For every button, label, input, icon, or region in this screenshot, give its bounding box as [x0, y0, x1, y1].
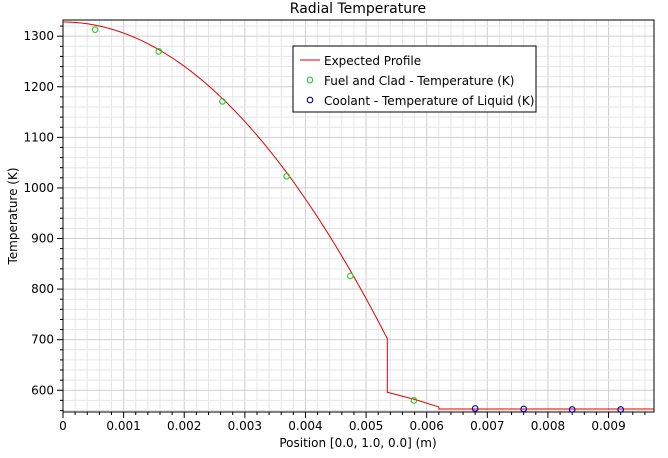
y-tick-label: 900: [31, 232, 54, 246]
legend-label: Fuel and Clad - Temperature (K): [324, 74, 514, 88]
legend-box: [292, 45, 537, 113]
y-axis-label: Temperature (K): [6, 167, 20, 265]
x-tick-label: 0: [59, 419, 67, 433]
y-tick-label: 1000: [23, 181, 54, 195]
data-point: [219, 98, 226, 105]
data-point: [568, 406, 576, 413]
legend-label: Coolant - Temperature of Liquid (K): [324, 94, 534, 108]
expected-profile-line: [62, 21, 654, 410]
x-tick-label: 0.006: [410, 419, 444, 433]
x-tick-label: 0.002: [167, 419, 201, 433]
data-point: [283, 172, 291, 180]
y-tick-label: 600: [31, 383, 54, 397]
x-tick-label: 0.004: [288, 419, 322, 433]
chart-title: Radial Temperature: [290, 1, 426, 17]
series-layer: [62, 21, 654, 413]
x-tick-label: 0.009: [591, 419, 625, 433]
data-point: [155, 48, 163, 55]
legend-marker-swatch: [306, 96, 314, 104]
data-point: [91, 26, 99, 33]
y-tick-label: 700: [31, 333, 54, 347]
data-point: [471, 405, 479, 412]
data-point: [617, 406, 625, 413]
tick-labels: 0 0.001 0.002 0.003 0.004 0.005 0.006 0.007 0.00…: [23, 29, 625, 433]
x-axis-label: Position [0.0, 1.0, 0.0] (m): [279, 436, 436, 450]
x-tick-label: 0.001: [106, 419, 140, 433]
plot-frame: [62, 19, 655, 413]
x-tick-label: 0.005: [349, 419, 383, 433]
y-tick-label: 1300: [23, 29, 54, 43]
data-point: [410, 397, 418, 404]
y-tick-label: 1100: [23, 130, 54, 144]
x-tick-label: 0.003: [228, 419, 262, 433]
legend-label: Expected Profile: [324, 54, 421, 68]
y-tick-label: 1200: [23, 80, 54, 94]
data-point: [346, 272, 354, 280]
x-tick-label: 0.007: [470, 419, 504, 433]
x-tick-label: 0.008: [531, 419, 565, 433]
legend: Expected Profile Fuel and Clad - Temperat…: [292, 45, 537, 113]
legend-marker-swatch: [306, 76, 314, 84]
y-tick-label: 800: [31, 282, 54, 296]
data-point: [520, 405, 528, 413]
